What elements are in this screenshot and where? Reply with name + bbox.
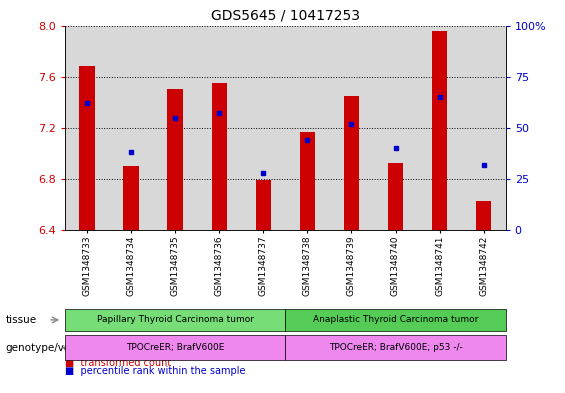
Bar [65, 26, 109, 230]
Text: genotype/variation: genotype/variation [6, 343, 105, 353]
Bar [299, 132, 315, 230]
Bar [79, 66, 95, 230]
Bar [373, 26, 418, 230]
Text: Papillary Thyroid Carcinoma tumor: Papillary Thyroid Carcinoma tumor [97, 316, 254, 324]
Bar [123, 166, 139, 230]
Text: tissue: tissue [6, 315, 37, 325]
Title: GDS5645 / 10417253: GDS5645 / 10417253 [211, 9, 360, 23]
Bar [418, 26, 462, 230]
Bar [432, 31, 447, 230]
Bar [167, 89, 183, 230]
Bar [211, 83, 227, 230]
Bar [109, 26, 153, 230]
Bar [153, 26, 197, 230]
Text: TPOCreER; BrafV600E; p53 -/-: TPOCreER; BrafV600E; p53 -/- [329, 343, 462, 352]
Bar [285, 26, 329, 230]
Bar [255, 180, 271, 230]
Text: ■  transformed count: ■ transformed count [65, 358, 171, 368]
Bar [197, 26, 241, 230]
Bar [329, 26, 373, 230]
Bar [388, 163, 403, 230]
Bar [241, 26, 285, 230]
Text: ■  percentile rank within the sample: ■ percentile rank within the sample [65, 366, 245, 376]
Bar [476, 200, 492, 230]
Text: Anaplastic Thyroid Carcinoma tumor: Anaplastic Thyroid Carcinoma tumor [313, 316, 478, 324]
Bar [462, 26, 506, 230]
Text: TPOCreER; BrafV600E: TPOCreER; BrafV600E [126, 343, 224, 352]
Bar [344, 96, 359, 230]
